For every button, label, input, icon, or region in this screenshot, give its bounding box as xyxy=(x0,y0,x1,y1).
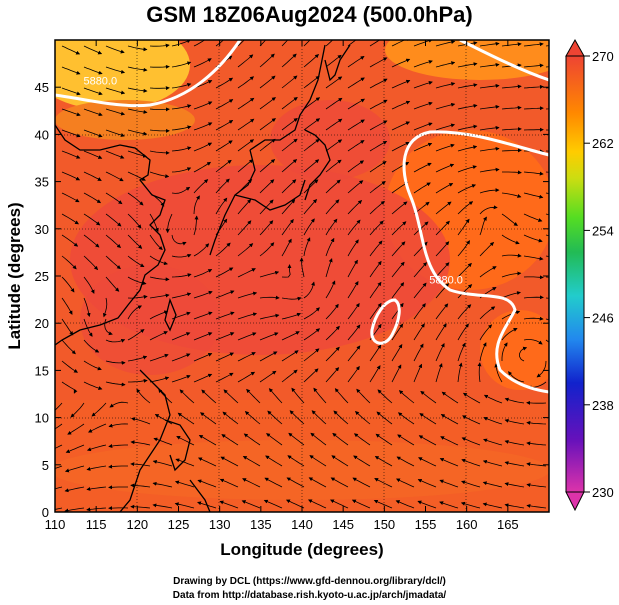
y-tick-label: 5 xyxy=(42,458,49,473)
colorbar-tick-label: 270 xyxy=(592,49,614,64)
x-tick-label: 160 xyxy=(456,517,478,532)
y-tick-label: 20 xyxy=(35,316,49,331)
colorbar-tick-label: 230 xyxy=(592,485,614,500)
x-axis-label: Longitude (degrees) xyxy=(220,540,383,559)
coastlines xyxy=(55,44,351,512)
x-tick-label: 150 xyxy=(373,517,395,532)
temperature-field: 5880.0 5880.0 xyxy=(55,40,549,512)
wind-streamlines xyxy=(55,40,549,512)
y-tick-label: 40 xyxy=(35,127,49,142)
y-tick-label: 35 xyxy=(35,175,49,190)
graticule xyxy=(55,40,549,512)
y-axis-label: Latitude (degrees) xyxy=(5,202,24,349)
credit-data: Data from http://database.rish.kyoto-u.a… xyxy=(172,590,447,601)
chart-title: GSM 18Z06Aug2024 (500.0hPa) xyxy=(146,2,473,27)
x-tick-label: 120 xyxy=(126,517,148,532)
x-tick-label: 140 xyxy=(291,517,313,532)
colorbar: 230 238 246 254 262 270 xyxy=(565,38,614,512)
contour-label: 5880.0 xyxy=(83,75,117,87)
y-tick-label: 25 xyxy=(35,269,49,284)
colorbar-tick-label: 246 xyxy=(592,311,614,326)
y-tick-label: 15 xyxy=(35,363,49,378)
y-tick-label: 0 xyxy=(42,505,49,520)
x-tick-label: 155 xyxy=(415,517,437,532)
colorbar-tick-label: 262 xyxy=(592,136,614,151)
y-tick-label: 30 xyxy=(35,222,49,237)
contour-label: 5880.0 xyxy=(429,275,463,287)
y-tick-label: 10 xyxy=(35,411,49,426)
x-tick-label: 135 xyxy=(250,517,272,532)
x-tick-label: 145 xyxy=(332,517,354,532)
y-axis: 0 5 10 15 20 25 30 35 40 45 xyxy=(35,80,549,520)
contour-5880 xyxy=(55,40,549,394)
x-axis: 110 115 120 125 130 135 140 145 150 155 160 165 xyxy=(45,40,519,532)
x-tick-label: 125 xyxy=(168,517,190,532)
x-tick-label: 110 xyxy=(45,517,66,532)
colorbar-tick-label: 254 xyxy=(592,223,614,238)
credit-drawing: Drawing by DCL (https://www.gfd-dennou.o… xyxy=(173,576,446,587)
x-tick-label: 165 xyxy=(497,517,519,532)
x-tick-label: 130 xyxy=(209,517,231,532)
x-tick-label: 115 xyxy=(86,517,107,532)
colorbar-tick-label: 238 xyxy=(592,398,614,413)
y-tick-label: 45 xyxy=(35,80,49,95)
